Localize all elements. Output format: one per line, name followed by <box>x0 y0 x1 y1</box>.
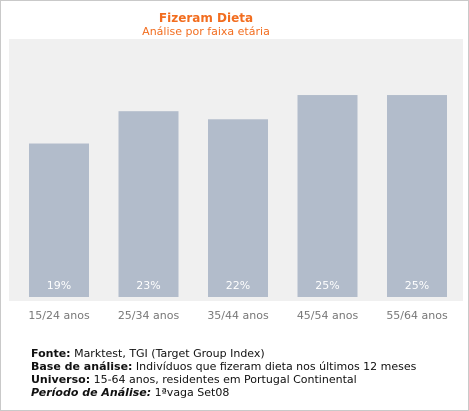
chart-footer: Fonte: Marktest, TGI (Target Group Index… <box>31 347 416 399</box>
footer-base-label: Base de análise: <box>31 360 133 373</box>
x-tick-label-3: 35/44 anos <box>207 309 269 322</box>
bar-1 <box>29 143 89 297</box>
bar-chart: 19% 15/24 anos 23% 25/34 anos 22% 35/44 anos 2… <box>28 95 448 322</box>
chart-subtitle: Análise por faixa etária <box>142 25 270 38</box>
bar-5 <box>387 95 447 297</box>
x-tick-label-5: 55/64 anos <box>386 309 448 322</box>
x-tick-label-2: 25/34 anos <box>118 309 180 322</box>
footer-base-value: Indivíduos que fizeram dieta nos últimos… <box>132 360 417 373</box>
bar-value-label-1: 19% <box>47 279 71 292</box>
x-tick-label-1: 15/24 anos <box>28 309 90 322</box>
footer-periodo-label: Período de Análise: <box>31 386 152 399</box>
bar-value-label-3: 22% <box>226 279 250 292</box>
footer-universo-label: Universo: <box>31 373 91 386</box>
chart-title: Fizeram Dieta <box>158 11 254 25</box>
bar-value-label-2: 23% <box>136 279 160 292</box>
x-tick-label-4: 45/54 anos <box>297 309 359 322</box>
footer-fonte: Fonte: Marktest, TGI (Target Group Index… <box>31 347 416 360</box>
footer-periodo-value: 1ªvaga Set08 <box>151 386 230 399</box>
footer-fonte-label: Fonte: <box>31 347 71 360</box>
bar-value-label-4: 25% <box>315 279 339 292</box>
bar-value-label-5: 25% <box>405 279 429 292</box>
bar-4 <box>297 95 358 297</box>
footer-periodo: Período de Análise: 1ªvaga Set08 <box>31 386 416 399</box>
bar-2 <box>118 111 179 297</box>
footer-base: Base de análise: Indivíduos que fizeram … <box>31 360 416 373</box>
bar-3 <box>208 119 268 298</box>
footer-fonte-value: Marktest, TGI (Target Group Index) <box>70 347 265 360</box>
footer-universo: Universo: 15-64 anos, residentes em Port… <box>31 373 416 386</box>
footer-universo-value: 15-64 anos, residentes em Portugal Conti… <box>90 373 357 386</box>
